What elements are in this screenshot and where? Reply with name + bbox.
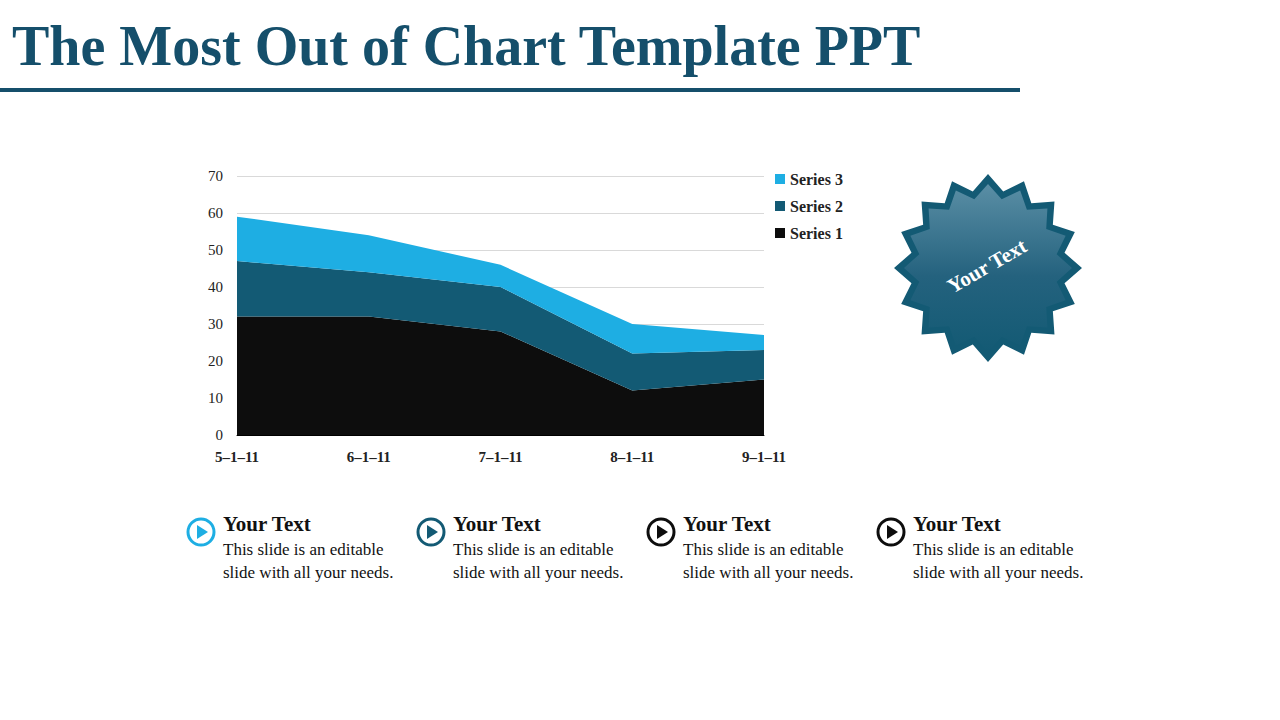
html-text:This slide is an editable slid: This slide is an editable slide with all… [683, 540, 854, 582]
svg-text:Your Text: Your Text [943, 234, 1031, 299]
html-text:Your Text: Your Text [453, 512, 541, 536]
svg-text:30: 30 [208, 316, 223, 332]
svg-text:7–1–11: 7–1–11 [478, 449, 522, 465]
html-text:The Most Out of Chart Template: The Most Out of Chart Template PPT [12, 15, 921, 77]
svg-text:70: 70 [208, 168, 223, 184]
html-text:This slide is an editable slid: This slide is an editable slide with all… [913, 540, 1084, 582]
svg-text:6–1–11: 6–1–11 [347, 449, 391, 465]
html-text:Your Text: Your Text [683, 512, 771, 536]
svg-text:Series 2: Series 2 [790, 198, 843, 215]
html-text:Your Text: Your Text [913, 512, 1001, 536]
svg-text:60: 60 [208, 205, 223, 221]
html-text:Your Text: Your Text [223, 512, 311, 536]
svg-text:5–1–11: 5–1–11 [215, 449, 259, 465]
html-text:This slide is an editable slid: This slide is an editable slide with all… [453, 540, 624, 582]
svg-text:Series 3: Series 3 [790, 171, 843, 188]
svg-text:8–1–11: 8–1–11 [610, 449, 654, 465]
svg-text:20: 20 [208, 353, 223, 369]
svg-text:50: 50 [208, 242, 223, 258]
html-text:This slide is an editable slid: This slide is an editable slide with all… [223, 540, 394, 582]
svg-text:10: 10 [208, 390, 223, 406]
svg-text:0: 0 [216, 427, 224, 443]
svg-text:Series 1: Series 1 [790, 225, 843, 242]
svg-text:9–1–11: 9–1–11 [742, 449, 786, 465]
svg-text:40: 40 [208, 279, 223, 295]
